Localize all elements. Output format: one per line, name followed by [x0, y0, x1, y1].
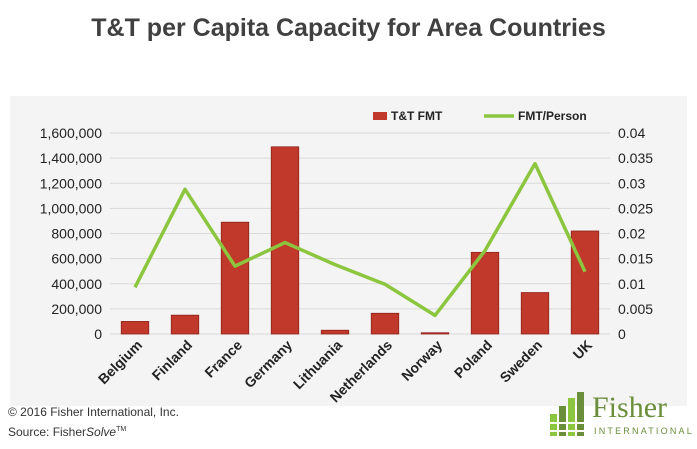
y-left-tick-label: 1,000,000 [40, 200, 102, 216]
bar-sweden [520, 292, 550, 335]
bar-uk [570, 230, 600, 335]
bar-norway [420, 332, 450, 335]
legend-label-bar: T&T FMT [391, 109, 443, 123]
fisher-logo: Fisher INTERNATIONAL [548, 391, 692, 442]
copyright-text: © 2016 Fisher International, Inc. [8, 405, 179, 419]
y-left-tick-label: 400,000 [51, 276, 102, 292]
footer: © 2016 Fisher International, Inc. Source… [8, 404, 179, 441]
source-text: Source: FisherSolveTM [8, 421, 179, 441]
fmt-per-person-line [133, 161, 587, 318]
bar-poland [470, 251, 500, 335]
bar-finland [170, 314, 200, 335]
x-tick-label: Sweden [496, 337, 545, 386]
y-left-tick-label: 1,400,000 [40, 150, 102, 166]
bar-france [220, 221, 250, 335]
y-right-tick-label: 0.01 [618, 276, 645, 292]
combo-chart: 0 200,000 400,000 600,000 800,000 1,000,000 1,… [40, 109, 654, 405]
bar-lithuania [320, 329, 350, 335]
fisher-logo-subtitle: INTERNATIONAL [594, 426, 694, 436]
x-tick-label: Norway [398, 337, 445, 384]
trademark-mark: TM [116, 426, 127, 433]
y-left-tick-label: 200,000 [51, 301, 102, 317]
y-right-tick-label: 0.005 [618, 301, 653, 317]
y-right-tick-label: 0.03 [618, 175, 645, 191]
y-right-tick-label: 0.04 [618, 125, 645, 141]
y-right-tick-label: 0 [618, 326, 626, 342]
x-tick-label: France [201, 337, 245, 381]
x-tick-label: Germany [241, 337, 295, 391]
y-right-tick-label: 0.015 [618, 251, 653, 267]
fisher-logo-word: Fisher [592, 391, 667, 424]
bar-belgium [120, 321, 150, 335]
chart-area: 0 200,000 400,000 600,000 800,000 1,000,000 1,… [10, 96, 687, 406]
legend-label-line: FMT/Person [518, 109, 587, 123]
y-left-tick-label: 0 [94, 326, 102, 342]
bar-germany [270, 146, 300, 335]
y-right-tick-label: 0.025 [618, 200, 653, 216]
bar-netherlands [370, 312, 400, 335]
x-tick-label: UK [569, 337, 595, 363]
y-left-tick-label: 1,200,000 [40, 175, 102, 191]
x-tick-label: Finland [149, 337, 196, 384]
y-left-tick-label: 1,600,000 [40, 125, 102, 141]
y-right-tick-label: 0.02 [618, 226, 645, 242]
fisher-logo-icon [550, 392, 584, 436]
x-tick-label: Belgium [95, 337, 145, 387]
legend-swatch-bar [373, 112, 387, 120]
x-tick-label: Poland [451, 337, 495, 381]
page-title: T&T per Capita Capacity for Area Countri… [91, 14, 606, 42]
y-left-tick-label: 800,000 [51, 226, 102, 242]
y-left-tick-label: 600,000 [51, 251, 102, 267]
source-prefix: Source: Fisher [8, 425, 87, 439]
source-solve: Solve [86, 425, 117, 439]
y-right-tick-label: 0.035 [618, 150, 653, 166]
